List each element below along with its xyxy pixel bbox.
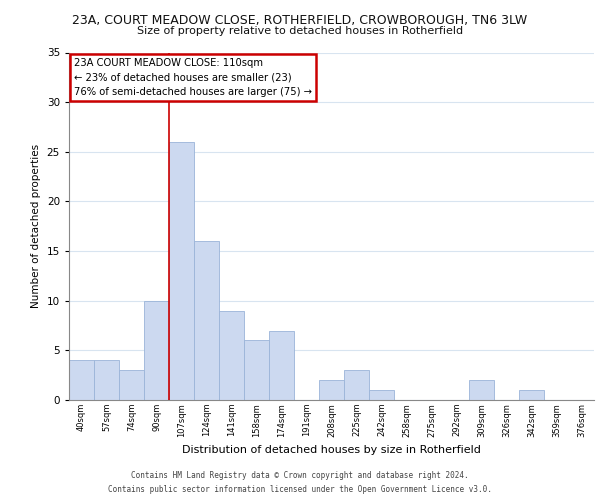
- Text: Size of property relative to detached houses in Rotherfield: Size of property relative to detached ho…: [137, 26, 463, 36]
- Bar: [144, 300, 169, 400]
- Bar: [119, 370, 144, 400]
- Text: Contains HM Land Registry data © Crown copyright and database right 2024.
Contai: Contains HM Land Registry data © Crown c…: [108, 472, 492, 494]
- Bar: [244, 340, 269, 400]
- Y-axis label: Number of detached properties: Number of detached properties: [31, 144, 41, 308]
- Bar: [69, 360, 94, 400]
- Bar: [344, 370, 369, 400]
- Text: 23A COURT MEADOW CLOSE: 110sqm
← 23% of detached houses are smaller (23)
76% of : 23A COURT MEADOW CLOSE: 110sqm ← 23% of …: [74, 58, 312, 96]
- Bar: [469, 380, 494, 400]
- Bar: [169, 142, 194, 400]
- Bar: [269, 330, 294, 400]
- Bar: [194, 241, 219, 400]
- Text: 23A, COURT MEADOW CLOSE, ROTHERFIELD, CROWBOROUGH, TN6 3LW: 23A, COURT MEADOW CLOSE, ROTHERFIELD, CR…: [73, 14, 527, 27]
- Bar: [519, 390, 544, 400]
- X-axis label: Distribution of detached houses by size in Rotherfield: Distribution of detached houses by size …: [182, 445, 481, 455]
- Bar: [369, 390, 394, 400]
- Bar: [319, 380, 344, 400]
- Bar: [94, 360, 119, 400]
- Bar: [219, 310, 244, 400]
